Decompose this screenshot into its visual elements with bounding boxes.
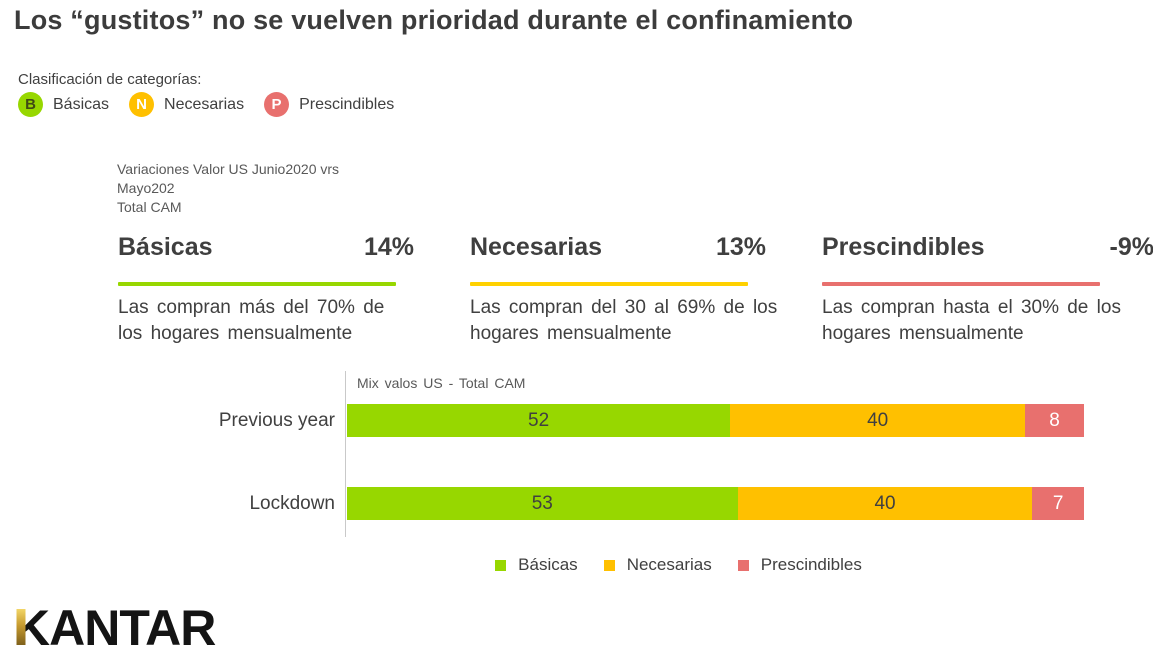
category-underline — [822, 282, 1100, 286]
category-change-value: 13% — [715, 233, 766, 261]
category-header: Prescindibles -9% — [822, 233, 1153, 267]
category-description-line: hogares mensualmente — [470, 323, 672, 344]
legend-label: Prescindibles — [760, 555, 862, 574]
classification-item-basicas: B Básicas — [18, 92, 109, 117]
category-description-line: los hogares mensualmente — [118, 323, 353, 344]
bar-segment-basicas: 53 — [347, 487, 738, 520]
basicas-badge-icon: B — [18, 92, 43, 117]
classification-legend: B Básicas N Necesarias P Prescindibles — [18, 92, 394, 117]
legend-item-prescindibles: Prescindibles — [737, 555, 862, 575]
category-description: Las compran del 30 al 69% de los hogares… — [470, 295, 802, 347]
category-card-necesarias: Necesarias 13% Las compran del 30 al 69%… — [470, 233, 802, 347]
variation-note-line: Total CAM — [117, 199, 182, 215]
legend-label: Básicas — [518, 555, 578, 574]
necesarias-badge-icon: N — [129, 92, 155, 117]
legend-swatch-icon — [495, 559, 507, 571]
category-description: Las compran más del 70% de los hogares m… — [118, 295, 450, 347]
kantar-logo-text: KANTAR — [14, 600, 216, 656]
classification-item-label: Prescindibles — [299, 95, 395, 113]
category-change-value: -9% — [1109, 233, 1153, 261]
bar-segment-necesarias: 40 — [737, 487, 1033, 520]
category-name: Básicas — [118, 233, 213, 261]
bar-segment-prescindibles: 8 — [1025, 404, 1084, 437]
variation-note-line: Variaciones Valor US Junio2020 vrs — [117, 161, 340, 177]
legend-label: Necesarias — [626, 555, 712, 574]
variation-note: Variaciones Valor US Junio2020 vrs Mayo2… — [117, 160, 339, 217]
bar-row-label-previous-year: Previous year — [218, 409, 335, 431]
prescindibles-badge-icon: P — [264, 92, 290, 117]
legend-swatch-icon — [603, 559, 615, 571]
legend-item-necesarias: Necesarias — [603, 555, 712, 575]
category-underline — [470, 282, 748, 286]
category-name: Prescindibles — [822, 233, 985, 261]
category-card-basicas: Básicas 14% Las compran más del 70% de l… — [118, 233, 450, 347]
category-underline — [118, 282, 396, 286]
bar-segment-prescindibles: 7 — [1032, 487, 1084, 520]
bar-row-label-lockdown: Lockdown — [249, 492, 335, 514]
chart-title: Mix valos US - Total CAM — [357, 375, 526, 391]
chart-legend: Básicas Necesarias Prescindibles — [310, 555, 1047, 575]
category-description-line: Las compran hasta el 30% de los — [822, 297, 1121, 318]
legend-item-basicas: Básicas — [495, 555, 578, 575]
classification-item-label: Necesarias — [164, 95, 245, 113]
page-title: Los “gustitos” no se vuelven prioridad d… — [14, 5, 854, 35]
stacked-bar-previous-year: 52 40 8 — [347, 404, 1084, 437]
category-description-line: Las compran más del 70% de — [118, 297, 385, 318]
stacked-bar-lockdown: 53 40 7 — [347, 487, 1084, 520]
legend-swatch-icon — [737, 559, 749, 571]
category-description-line: Las compran del 30 al 69% de los — [470, 297, 778, 318]
kantar-logo: KANTAR — [12, 598, 244, 661]
category-header: Necesarias 13% — [470, 233, 802, 267]
category-card-prescindibles: Prescindibles -9% Las compran hasta el 3… — [822, 233, 1153, 347]
chart-axis-line — [345, 371, 346, 537]
classification-label: Clasificación de categorías: — [18, 71, 202, 88]
category-header: Básicas 14% — [118, 233, 450, 267]
bar-segment-necesarias: 40 — [730, 404, 1026, 437]
category-description-line: hogares mensualmente — [822, 323, 1024, 344]
kantar-logo-graphic: KANTAR — [14, 600, 217, 656]
bar-segment-basicas: 52 — [347, 404, 731, 437]
classification-item-necesarias: N Necesarias — [129, 92, 244, 117]
classification-item-label: Básicas — [53, 95, 110, 113]
category-description: Las compran hasta el 30% de los hogares … — [822, 295, 1153, 347]
category-name: Necesarias — [470, 233, 603, 261]
variation-note-line: Mayo202 — [117, 180, 175, 196]
classification-item-prescindibles: P Prescindibles — [264, 92, 394, 117]
category-change-value: 14% — [363, 233, 414, 261]
kantar-logo-gold-bar — [16, 609, 26, 645]
